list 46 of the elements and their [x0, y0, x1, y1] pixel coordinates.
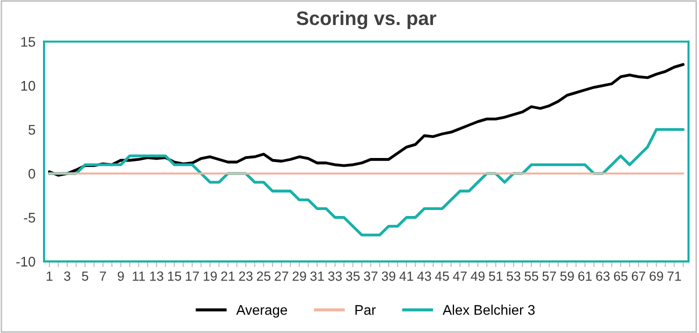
x-tick-label: 47	[452, 272, 467, 281]
x-tick-label: 59	[560, 271, 574, 281]
x-tick-label: 11	[132, 272, 145, 281]
x-tick-label: 1	[46, 272, 52, 281]
x-tick-label: 57	[542, 272, 556, 281]
x-tick-label: 27	[274, 271, 288, 281]
x-tick-label: 25	[256, 271, 270, 281]
x-tick-label: 55	[524, 272, 538, 281]
x-tick-label: 39	[382, 271, 396, 281]
x-tick-label: 23	[239, 271, 253, 281]
x-tick-label: 33	[328, 271, 342, 281]
x-tick-label: 67	[632, 271, 646, 281]
y-tick-label: 5	[28, 125, 36, 135]
x-tick-label: 31	[310, 271, 324, 281]
x-tick-label: 63	[596, 271, 610, 281]
x-tick-label: 15	[168, 272, 182, 281]
x-tick-label: 41	[399, 272, 414, 281]
x-tick-label: 19	[204, 271, 217, 281]
x-tick-label: 49	[470, 271, 485, 281]
x-tick-label: 53	[506, 271, 520, 281]
y-tick-label: -10	[16, 256, 36, 267]
chart-title: Scoring vs. par	[296, 10, 436, 30]
x-tick-label: 69	[650, 271, 664, 281]
legend-label: Average	[236, 305, 288, 318]
y-tick-label: -5	[24, 212, 36, 223]
x-tick-label: 5	[82, 272, 88, 281]
y-tick-label: 10	[21, 80, 36, 91]
x-tick-label: 7	[100, 272, 106, 281]
x-tick-label: 71	[668, 272, 681, 281]
x-tick-label: 45	[435, 272, 449, 281]
x-tick-label: 17	[186, 272, 199, 281]
y-tick-label: 0	[28, 168, 36, 179]
legend-label: Par	[355, 305, 376, 315]
y-tick-label: 15	[21, 37, 36, 47]
x-tick-label: 9	[118, 271, 124, 281]
x-tick-label: 35	[346, 271, 360, 281]
x-tick-label: 37	[364, 271, 378, 281]
x-tick-label: 3	[64, 271, 70, 281]
x-tick-label: 21	[221, 271, 235, 281]
x-tick-label: 65	[614, 271, 628, 281]
x-tick-label: 51	[488, 272, 502, 281]
legend-label: Alex Belchier 3	[442, 304, 535, 315]
x-tick-label: 29	[292, 271, 306, 281]
x-tick-label: 13	[150, 271, 164, 281]
x-tick-label: 61	[578, 271, 592, 281]
x-tick-label: 43	[417, 271, 432, 281]
